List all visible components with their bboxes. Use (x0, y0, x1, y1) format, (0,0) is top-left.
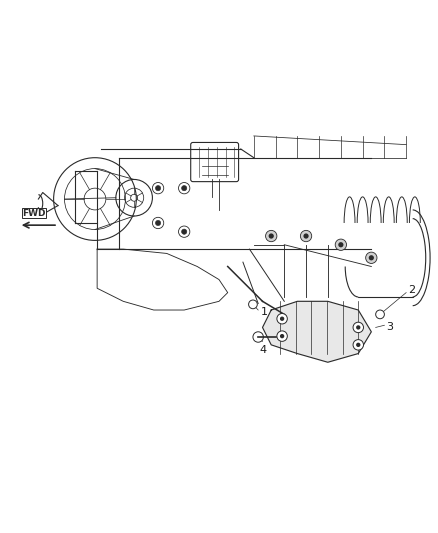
Circle shape (300, 230, 312, 241)
Text: 4: 4 (259, 345, 266, 355)
Circle shape (304, 233, 309, 239)
Circle shape (376, 310, 385, 319)
Circle shape (277, 331, 287, 341)
Text: 1: 1 (260, 307, 267, 317)
Circle shape (253, 332, 263, 342)
Circle shape (338, 242, 343, 247)
Circle shape (353, 340, 364, 350)
Circle shape (155, 220, 161, 225)
Circle shape (155, 185, 161, 191)
Polygon shape (262, 301, 371, 362)
Circle shape (182, 185, 187, 191)
Text: 2: 2 (408, 286, 416, 295)
Circle shape (356, 325, 360, 329)
Circle shape (369, 255, 374, 261)
Circle shape (353, 322, 364, 333)
Circle shape (335, 239, 346, 251)
Text: 3: 3 (387, 322, 394, 333)
Circle shape (356, 343, 360, 347)
Circle shape (268, 233, 274, 239)
Circle shape (280, 317, 284, 321)
Circle shape (265, 230, 277, 241)
Circle shape (366, 252, 377, 263)
Circle shape (280, 334, 284, 338)
Circle shape (182, 229, 187, 235)
Text: FWD: FWD (22, 209, 46, 218)
Circle shape (249, 300, 257, 309)
Circle shape (277, 313, 287, 324)
